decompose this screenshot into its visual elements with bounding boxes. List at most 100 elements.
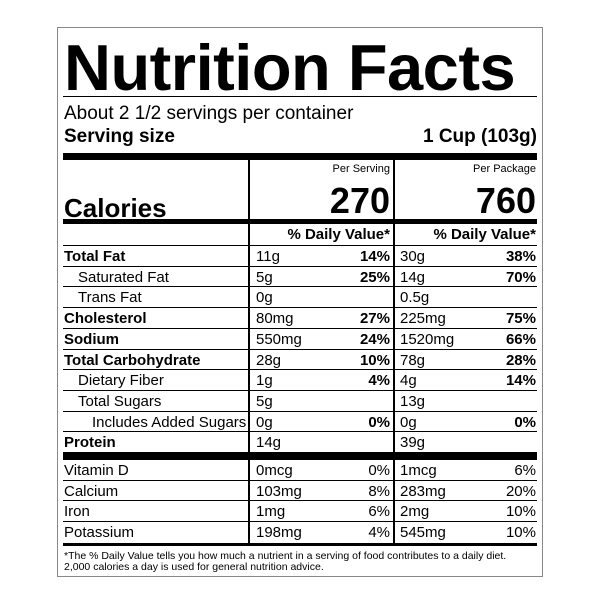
daily-value: 24% bbox=[359, 330, 390, 348]
rule bbox=[63, 96, 537, 97]
daily-value: 0% bbox=[368, 413, 390, 431]
daily-value: 4% bbox=[368, 524, 390, 542]
nutrient-name: Cholesterol bbox=[64, 310, 147, 328]
amount: 14g bbox=[400, 268, 426, 286]
column-divider bbox=[248, 160, 250, 545]
daily-value: 38% bbox=[505, 248, 536, 265]
amount: 0g bbox=[256, 413, 273, 431]
amount: 0g bbox=[256, 289, 273, 307]
row-rule bbox=[63, 327, 537, 329]
row-rule bbox=[63, 410, 537, 412]
amount: 550mg bbox=[256, 330, 302, 348]
serving-size-label: Serving size bbox=[64, 126, 175, 147]
daily-value: 0% bbox=[368, 462, 390, 479]
thick-rule bbox=[63, 452, 537, 459]
nutrient-name: Trans Fat bbox=[78, 289, 142, 307]
amount: 225mg bbox=[400, 310, 446, 328]
dv-header: % Daily Value* bbox=[287, 226, 390, 243]
nutrient-name: Potassium bbox=[64, 524, 135, 542]
daily-value: 28% bbox=[505, 351, 536, 369]
row-rule bbox=[63, 479, 537, 481]
amount: 0g bbox=[400, 413, 417, 431]
daily-value: 70% bbox=[505, 268, 536, 286]
column-divider bbox=[393, 160, 395, 545]
row-rule bbox=[63, 500, 537, 502]
daily-value: 4% bbox=[368, 372, 390, 390]
nutrient-name: Dietary Fiber bbox=[78, 372, 164, 390]
rule bbox=[63, 543, 537, 546]
row-rule bbox=[63, 521, 537, 523]
calories-value: 270 bbox=[329, 180, 390, 221]
amount: 283mg bbox=[400, 482, 446, 500]
row-rule bbox=[63, 348, 537, 350]
amount: 80mg bbox=[256, 310, 294, 328]
title: Nutrition Facts bbox=[64, 31, 516, 104]
daily-value: 0% bbox=[514, 413, 536, 431]
daily-value: 10% bbox=[359, 351, 390, 369]
nutrient-name: Total Carbohydrate bbox=[64, 351, 201, 369]
nutrient-name: Iron bbox=[64, 503, 90, 521]
footnote: 2,000 calories a day is used for general… bbox=[64, 561, 324, 573]
nutrient-name: Vitamin D bbox=[64, 462, 129, 479]
nutrient-name: Protein bbox=[64, 434, 116, 452]
amount: 1mg bbox=[256, 503, 286, 521]
nutrient-name: Total Sugars bbox=[78, 392, 162, 410]
calories-label: Calories bbox=[64, 193, 167, 223]
amount: 39g bbox=[400, 434, 426, 452]
column-header: Per Package bbox=[473, 163, 536, 175]
calories-value: 760 bbox=[475, 180, 536, 221]
dv-header: % Daily Value* bbox=[433, 226, 536, 243]
row-rule bbox=[63, 265, 537, 267]
amount: 5g bbox=[256, 268, 273, 286]
footnote: *The % Daily Value tells you how much a … bbox=[64, 550, 507, 562]
amount: 1g bbox=[256, 372, 273, 390]
nutrient-name: Total Fat bbox=[64, 248, 126, 265]
daily-value: 8% bbox=[368, 482, 390, 500]
amount: 78g bbox=[400, 351, 426, 369]
amount: 198mg bbox=[256, 524, 302, 542]
amount: 545mg bbox=[400, 524, 446, 542]
daily-value: 27% bbox=[359, 310, 390, 328]
daily-value: 6% bbox=[368, 503, 390, 521]
daily-value: 25% bbox=[359, 268, 390, 286]
row-rule bbox=[63, 307, 537, 309]
daily-value: 20% bbox=[505, 482, 536, 500]
amount: 30g bbox=[400, 248, 426, 265]
amount: 1mcg bbox=[400, 462, 437, 479]
serving-size-value: 1 Cup (103g) bbox=[422, 126, 537, 147]
amount: 13g bbox=[400, 392, 426, 410]
nutrient-name: Sodium bbox=[64, 330, 119, 348]
amount: 4g bbox=[400, 372, 417, 390]
daily-value: 75% bbox=[505, 310, 536, 328]
thick-rule bbox=[63, 219, 537, 224]
daily-value: 10% bbox=[505, 524, 536, 542]
daily-value: 6% bbox=[514, 462, 536, 479]
daily-value: 14% bbox=[359, 248, 390, 265]
nutrient-name: Saturated Fat bbox=[78, 268, 169, 286]
daily-value: 66% bbox=[505, 330, 536, 348]
amount: 0.5g bbox=[400, 289, 430, 307]
row-rule bbox=[63, 369, 537, 371]
amount: 28g bbox=[256, 351, 282, 369]
amount: 11g bbox=[256, 248, 280, 265]
nutrient-name: Includes Added Sugars bbox=[92, 413, 247, 431]
daily-value: 14% bbox=[505, 372, 536, 390]
label-border bbox=[57, 27, 543, 577]
thick-rule bbox=[63, 153, 537, 160]
row-rule bbox=[63, 459, 537, 460]
row-rule bbox=[63, 389, 537, 391]
amount: 103mg bbox=[256, 482, 302, 500]
daily-value: 10% bbox=[505, 503, 536, 521]
column-header: Per Serving bbox=[332, 163, 390, 175]
row-rule bbox=[63, 245, 537, 246]
row-rule bbox=[63, 431, 537, 433]
servings: About 2 1/2 servings per container bbox=[64, 103, 354, 124]
nutrient-name: Calcium bbox=[64, 482, 119, 500]
row-rule bbox=[63, 286, 537, 288]
amount: 14g bbox=[256, 434, 282, 452]
amount: 5g bbox=[256, 392, 273, 410]
amount: 1520mg bbox=[400, 330, 455, 348]
amount: 0mcg bbox=[256, 462, 293, 479]
amount: 2mg bbox=[400, 503, 430, 521]
